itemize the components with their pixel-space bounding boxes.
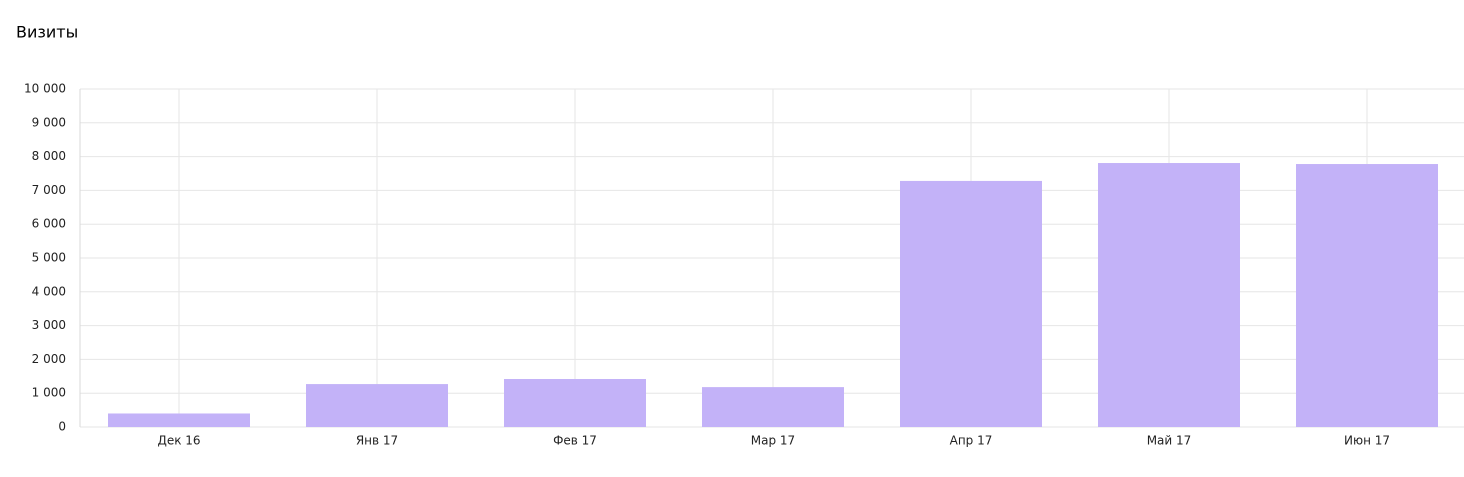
x-tick-label: Мар 17 [751,434,795,448]
y-tick-label: 4 000 [32,284,66,298]
bar [1296,164,1438,427]
x-tick-label: Дек 16 [157,434,200,448]
y-tick-label: 10 000 [24,82,66,96]
x-tick-label: Янв 17 [356,434,398,448]
x-tick-label: Апр 17 [950,434,993,448]
y-tick-label: 7 000 [32,183,66,197]
y-tick-label: 2 000 [32,352,66,366]
y-tick-label: 3 000 [32,318,66,332]
y-tick-label: 6 000 [32,217,66,231]
y-tick-label: 5 000 [32,251,66,265]
bar [504,379,646,427]
y-tick-label: 9 000 [32,115,66,129]
chart-title: Визиты [16,23,78,42]
bar [108,413,250,427]
y-tick-label: 0 [58,420,66,434]
bar [702,387,844,427]
x-tick-label: Фев 17 [553,434,597,448]
y-tick-label: 1 000 [32,386,66,400]
bar [306,384,448,427]
x-tick-label: Июн 17 [1344,434,1390,448]
bar [900,180,1042,427]
bar [1098,163,1240,427]
x-tick-label: Май 17 [1147,434,1192,448]
y-tick-label: 8 000 [32,149,66,163]
